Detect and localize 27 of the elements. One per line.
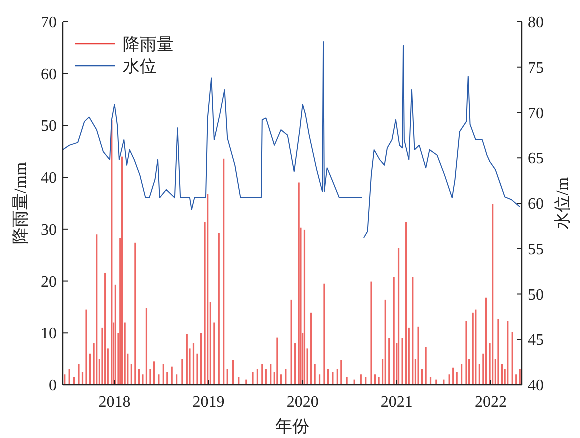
legend-label: 降雨量 bbox=[123, 35, 174, 54]
x-tick-label: 2018 bbox=[98, 394, 131, 411]
y-tick-label: 20 bbox=[41, 274, 57, 291]
x-tick-label: 2019 bbox=[192, 394, 225, 411]
y2-tick-label: 80 bbox=[528, 14, 544, 32]
y-tick-label: 70 bbox=[41, 14, 57, 32]
y-tick-label: 60 bbox=[41, 66, 57, 84]
y-axis-title: 降雨量/mm bbox=[11, 162, 30, 245]
y2-tick-label: 45 bbox=[528, 332, 544, 350]
x-tick-label: 2021 bbox=[380, 394, 413, 411]
y2-tick-label: 60 bbox=[528, 196, 544, 213]
y-tick-label: 10 bbox=[41, 326, 57, 343]
y2-axis-title: 水位/m bbox=[553, 178, 572, 230]
x-axis-title: 年份 bbox=[276, 417, 310, 436]
y2-tick-label: 55 bbox=[528, 241, 544, 258]
y-tick-label: 30 bbox=[41, 222, 57, 239]
y-tick-label: 40 bbox=[41, 170, 57, 188]
legend-label: 水位 bbox=[123, 57, 157, 76]
y2-tick-label: 70 bbox=[528, 105, 544, 122]
y2-tick-label: 50 bbox=[528, 286, 544, 304]
x-tick-label: 2020 bbox=[286, 394, 319, 411]
y-tick-label: 0 bbox=[49, 378, 57, 394]
x-tick-label: 2022 bbox=[474, 394, 507, 411]
y2-tick-label: 75 bbox=[528, 60, 544, 77]
y2-tick-label: 40 bbox=[528, 378, 544, 394]
y-tick-label: 50 bbox=[41, 118, 57, 136]
y2-tick-label: 65 bbox=[528, 150, 544, 168]
